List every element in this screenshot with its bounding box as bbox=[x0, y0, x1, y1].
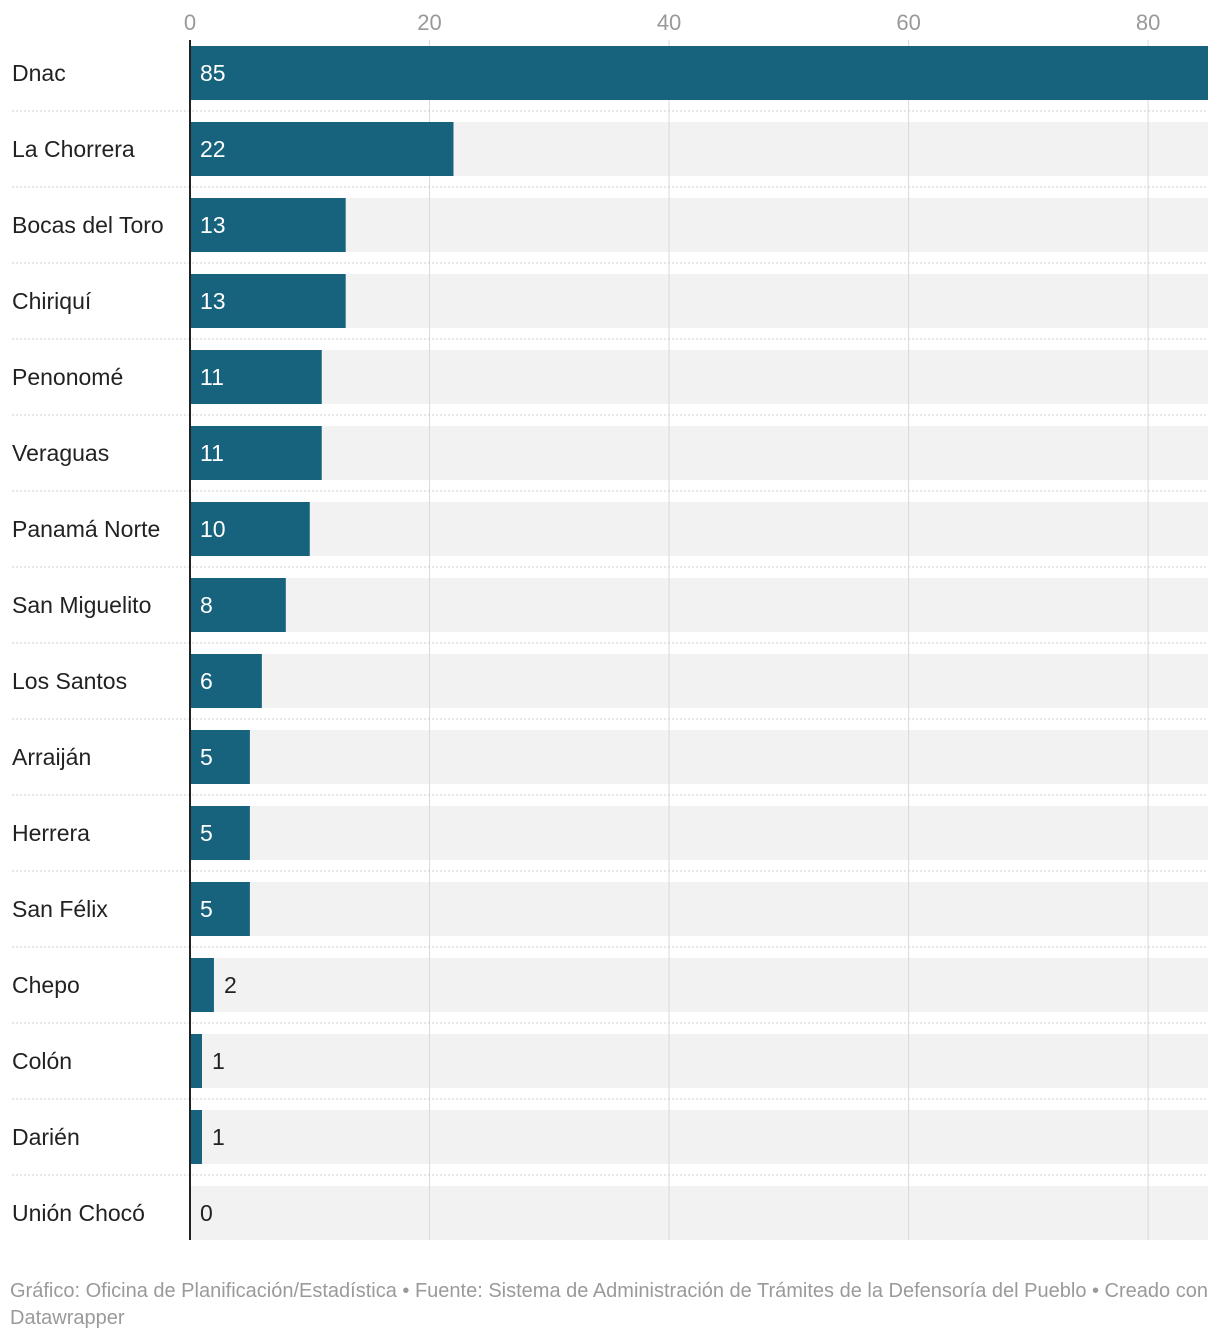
category-label: Veraguas bbox=[12, 440, 109, 466]
bar-track bbox=[190, 198, 1208, 252]
value-label: 11 bbox=[200, 440, 224, 466]
bar bbox=[190, 426, 322, 480]
bar bbox=[190, 1110, 202, 1164]
category-label: Dnac bbox=[12, 60, 66, 86]
bar-track bbox=[190, 1186, 1208, 1240]
x-tick-label: 40 bbox=[657, 10, 681, 35]
bar-track bbox=[190, 426, 1208, 480]
bar bbox=[190, 198, 346, 252]
category-label: Chepo bbox=[12, 972, 80, 998]
bar-track bbox=[190, 578, 1208, 632]
value-label: 5 bbox=[200, 820, 213, 846]
bar bbox=[190, 46, 1208, 100]
value-label: 5 bbox=[200, 896, 213, 922]
bar bbox=[190, 274, 346, 328]
x-axis: 0 20 40 60 80 bbox=[184, 10, 1160, 1240]
category-label: Chiriquí bbox=[12, 288, 92, 314]
category-label: San Miguelito bbox=[12, 592, 151, 618]
value-label: 6 bbox=[200, 668, 213, 694]
value-label: 5 bbox=[200, 744, 213, 770]
value-label: 2 bbox=[224, 972, 237, 998]
category-label: Los Santos bbox=[12, 668, 127, 694]
x-tick-label: 80 bbox=[1136, 10, 1160, 35]
bar bbox=[190, 730, 250, 784]
value-label: 1 bbox=[212, 1124, 225, 1150]
bar bbox=[190, 958, 214, 1012]
category-label: Bocas del Toro bbox=[12, 212, 164, 238]
bar bbox=[190, 122, 454, 176]
bar bbox=[190, 654, 262, 708]
bar bbox=[190, 350, 322, 404]
bar-tracks bbox=[190, 46, 1208, 1240]
value-label: 85 bbox=[200, 60, 226, 86]
category-labels: Dnac La Chorrera Bocas del Toro Chiriquí Pen… bbox=[12, 60, 164, 1226]
bar bbox=[190, 806, 250, 860]
bar-track bbox=[190, 274, 1208, 328]
category-label: Herrera bbox=[12, 820, 90, 846]
bar-track bbox=[190, 730, 1208, 784]
category-label: San Félix bbox=[12, 896, 108, 922]
value-label: 13 bbox=[200, 212, 226, 238]
category-label: Arraiján bbox=[12, 744, 91, 770]
x-tick-label: 20 bbox=[417, 10, 441, 35]
bar-track bbox=[190, 654, 1208, 708]
chart-footer: Gráfico: Oficina de Planificación/Estadí… bbox=[10, 1280, 1208, 1329]
bar bbox=[190, 1034, 202, 1088]
value-label: 8 bbox=[200, 592, 213, 618]
category-label: Panamá Norte bbox=[12, 516, 160, 542]
bar-track bbox=[190, 350, 1208, 404]
bars bbox=[190, 46, 1208, 1164]
category-label: Darién bbox=[12, 1124, 80, 1150]
value-label: 13 bbox=[200, 288, 226, 314]
bar-track bbox=[190, 882, 1208, 936]
value-label: 22 bbox=[200, 136, 226, 162]
bar-track bbox=[190, 502, 1208, 556]
bar bbox=[190, 882, 250, 936]
x-tick-label: 0 bbox=[184, 10, 196, 35]
bar bbox=[190, 578, 286, 632]
row-separators bbox=[12, 110, 1208, 1176]
value-label: 10 bbox=[200, 516, 226, 542]
value-label: 11 bbox=[200, 364, 224, 390]
gridlines bbox=[429, 40, 1149, 1240]
bar-track bbox=[190, 1034, 1208, 1088]
category-label: Penonomé bbox=[12, 364, 123, 390]
bar-track bbox=[190, 806, 1208, 860]
category-label: Colón bbox=[12, 1048, 72, 1074]
x-tick-label: 60 bbox=[896, 10, 920, 35]
bar bbox=[190, 502, 310, 556]
bar-track bbox=[190, 1110, 1208, 1164]
value-label: 0 bbox=[200, 1200, 213, 1226]
category-label: La Chorrera bbox=[12, 136, 135, 162]
bar-track bbox=[190, 958, 1208, 1012]
value-label: 1 bbox=[212, 1048, 225, 1074]
category-label: Unión Chocó bbox=[12, 1200, 145, 1226]
